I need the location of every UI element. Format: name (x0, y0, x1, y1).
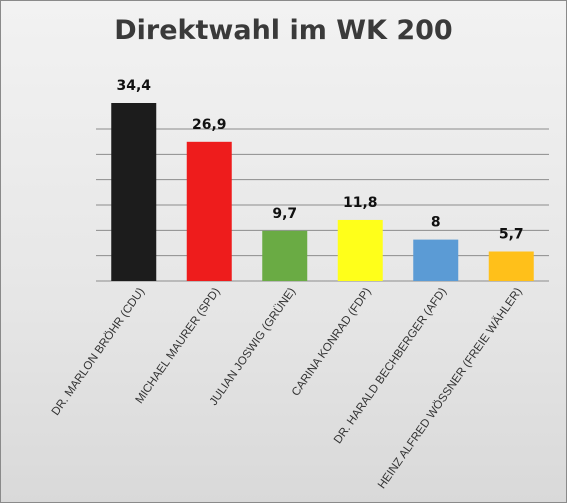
category-label-3: JULIAN JOSWIG (GRÜNE) (208, 286, 299, 408)
value-label-2: 26,9 (192, 117, 227, 133)
value-label-6: 5,7 (499, 227, 524, 243)
category-label-6: HEINZ ALFRED WÖSSNER (FREIE WÄHLER) (376, 286, 525, 491)
bar-2 (186, 141, 232, 281)
category-label-2: MICHAEL MAURER (SPD) (134, 286, 223, 406)
bar-1 (111, 103, 157, 281)
bars (111, 103, 534, 281)
bar-6 (488, 251, 534, 281)
chart-title: Direktwahl im WK 200 (114, 15, 453, 46)
bar-3 (262, 230, 308, 281)
value-label-4: 11,8 (343, 195, 378, 211)
category-label-4: CARINA KONRAD (FDP) (290, 286, 374, 399)
bar-4 (337, 219, 383, 281)
value-labels: 34,4 26,9 9,7 11,8 8 5,7 (116, 78, 523, 243)
value-label-3: 9,7 (272, 206, 297, 222)
bar-5 (413, 239, 459, 281)
category-labels: DR. MARLON BRÖHR (CDU)MICHAEL MAURER (SP… (50, 286, 525, 491)
gridlines (96, 128, 549, 282)
category-label-1: DR. MARLON BRÖHR (CDU) (50, 286, 148, 418)
value-label-1: 34,4 (116, 78, 151, 94)
value-label-5: 8 (431, 215, 441, 231)
